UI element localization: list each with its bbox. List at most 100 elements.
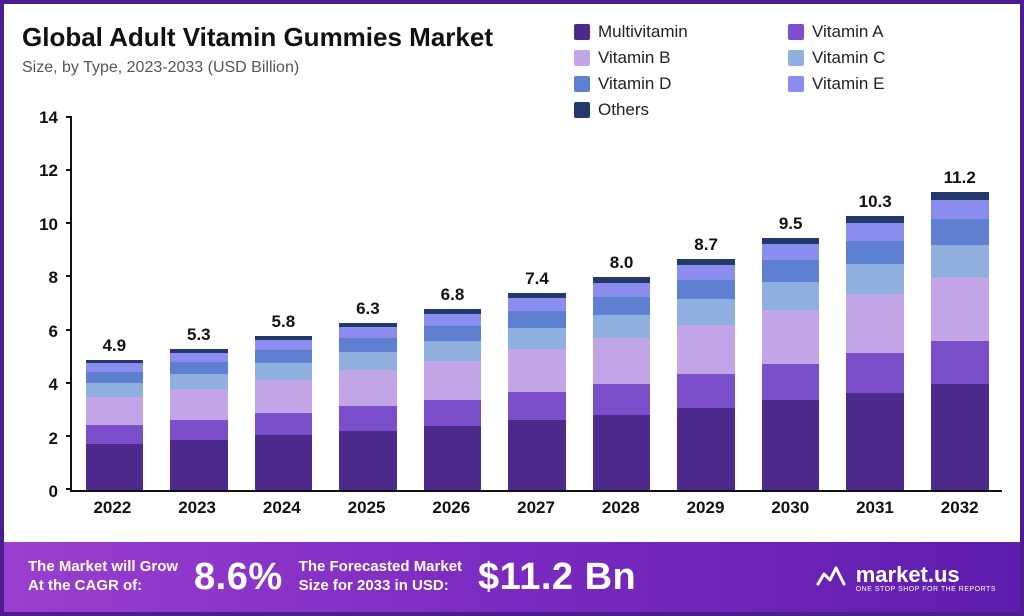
legend-swatch — [788, 76, 804, 92]
bar-segment — [508, 420, 566, 490]
bar-segment — [508, 349, 566, 391]
y-tick-mark — [66, 275, 72, 277]
bar-segment — [170, 420, 228, 440]
cagr-label-line2: At the CAGR of: — [28, 577, 142, 594]
bar-segment — [762, 244, 820, 260]
bar-slot: 11.2 — [917, 118, 1002, 490]
bar-stack — [508, 293, 566, 490]
bar-slot: 9.5 — [748, 118, 833, 490]
brand-block: market.us ONE STOP SHOP FOR THE REPORTS — [816, 562, 996, 593]
bar-segment — [424, 400, 482, 426]
y-tick-mark — [66, 382, 72, 384]
y-tick-mark — [66, 488, 72, 490]
y-tick-mark — [66, 329, 72, 331]
legend-label: Vitamin E — [812, 74, 884, 94]
chart-wrap: 02468101214 4.95.35.86.36.87.48.08.79.51… — [22, 118, 1002, 532]
legend-label: Multivitamin — [598, 22, 688, 42]
bar-segment — [677, 408, 735, 490]
legend-label: Vitamin C — [812, 48, 885, 68]
cagr-label-line1: The Market will Grow — [28, 558, 178, 575]
bar-segment — [86, 425, 144, 444]
bar-segment — [170, 362, 228, 374]
bar-segment — [339, 406, 397, 430]
forecast-value: $11.2 Bn — [478, 556, 636, 599]
bar-segment — [86, 383, 144, 397]
bar-segment — [339, 327, 397, 338]
legend-swatch — [788, 24, 804, 40]
y-tick-label: 2 — [49, 429, 58, 449]
bar-total-label: 11.2 — [917, 168, 1002, 188]
bar-total-label: 10.3 — [833, 192, 918, 212]
y-tick-label: 8 — [49, 268, 58, 288]
bar-segment — [593, 384, 651, 415]
legend-label: Vitamin D — [598, 74, 671, 94]
bar-stack — [762, 238, 820, 490]
bar-segment — [86, 372, 144, 383]
bar-segment — [846, 393, 904, 490]
bar-stack — [339, 323, 397, 490]
bar-total-label: 7.4 — [495, 269, 580, 289]
cagr-value: 8.6% — [194, 556, 283, 599]
forecast-label-line1: The Forecasted Market — [299, 558, 462, 575]
bar-total-label: 9.5 — [748, 214, 833, 234]
y-tick-label: 6 — [49, 322, 58, 342]
y-tick-label: 0 — [49, 482, 58, 502]
bar-segment — [846, 241, 904, 264]
bar-segment — [170, 374, 228, 389]
y-tick-mark — [66, 169, 72, 171]
bar-segment — [593, 338, 651, 384]
bar-slot: 6.8 — [410, 118, 495, 490]
brand-text: market.us ONE STOP SHOP FOR THE REPORTS — [856, 562, 996, 593]
bar-segment — [255, 363, 313, 380]
brand-logo-icon — [816, 562, 846, 592]
bar-segment — [931, 245, 989, 278]
bar-segment — [339, 352, 397, 370]
x-tick-label: 2030 — [748, 492, 833, 532]
bar-segment — [931, 219, 989, 244]
bar-slot: 8.0 — [579, 118, 664, 490]
bar-segment — [931, 384, 989, 490]
bar-slot: 5.3 — [157, 118, 242, 490]
bar-segment — [508, 298, 566, 311]
bar-segment — [762, 260, 820, 281]
bar-segment — [677, 280, 735, 300]
bar-segment — [255, 350, 313, 363]
bar-segment — [255, 340, 313, 350]
x-tick-label: 2028 — [578, 492, 663, 532]
legend-label: Others — [598, 100, 649, 120]
bar-segment — [593, 315, 651, 338]
bar-segment — [86, 363, 144, 371]
legend-item: Vitamin A — [788, 22, 978, 42]
bar-segment — [846, 223, 904, 241]
bars-container: 4.95.35.86.36.87.48.08.79.510.311.2 — [72, 118, 1002, 490]
bar-segment — [846, 294, 904, 353]
bar-stack — [424, 309, 482, 490]
bar-segment — [931, 277, 989, 341]
legend-swatch — [574, 24, 590, 40]
bar-segment — [424, 341, 482, 361]
bar-segment — [846, 353, 904, 393]
bar-slot: 10.3 — [833, 118, 918, 490]
bar-total-label: 5.3 — [157, 325, 242, 345]
legend-swatch — [574, 76, 590, 92]
bar-segment — [170, 440, 228, 490]
bar-stack — [931, 192, 989, 490]
bar-stack — [86, 360, 144, 490]
cagr-label: The Market will Grow At the CAGR of: — [28, 558, 178, 596]
bar-stack — [846, 216, 904, 490]
legend-item: Vitamin B — [574, 48, 764, 68]
bar-segment — [677, 325, 735, 375]
legend-label: Vitamin B — [598, 48, 670, 68]
bar-segment — [508, 311, 566, 328]
y-tick-label: 12 — [39, 161, 58, 181]
bar-segment — [170, 389, 228, 419]
bar-total-label: 8.7 — [664, 235, 749, 255]
bar-segment — [255, 413, 313, 435]
bar-segment — [424, 426, 482, 490]
bar-segment — [424, 361, 482, 400]
bar-segment — [424, 326, 482, 341]
bar-slot: 8.7 — [664, 118, 749, 490]
legend-label: Vitamin A — [812, 22, 884, 42]
y-tick-mark — [66, 116, 72, 118]
bar-segment — [255, 435, 313, 490]
